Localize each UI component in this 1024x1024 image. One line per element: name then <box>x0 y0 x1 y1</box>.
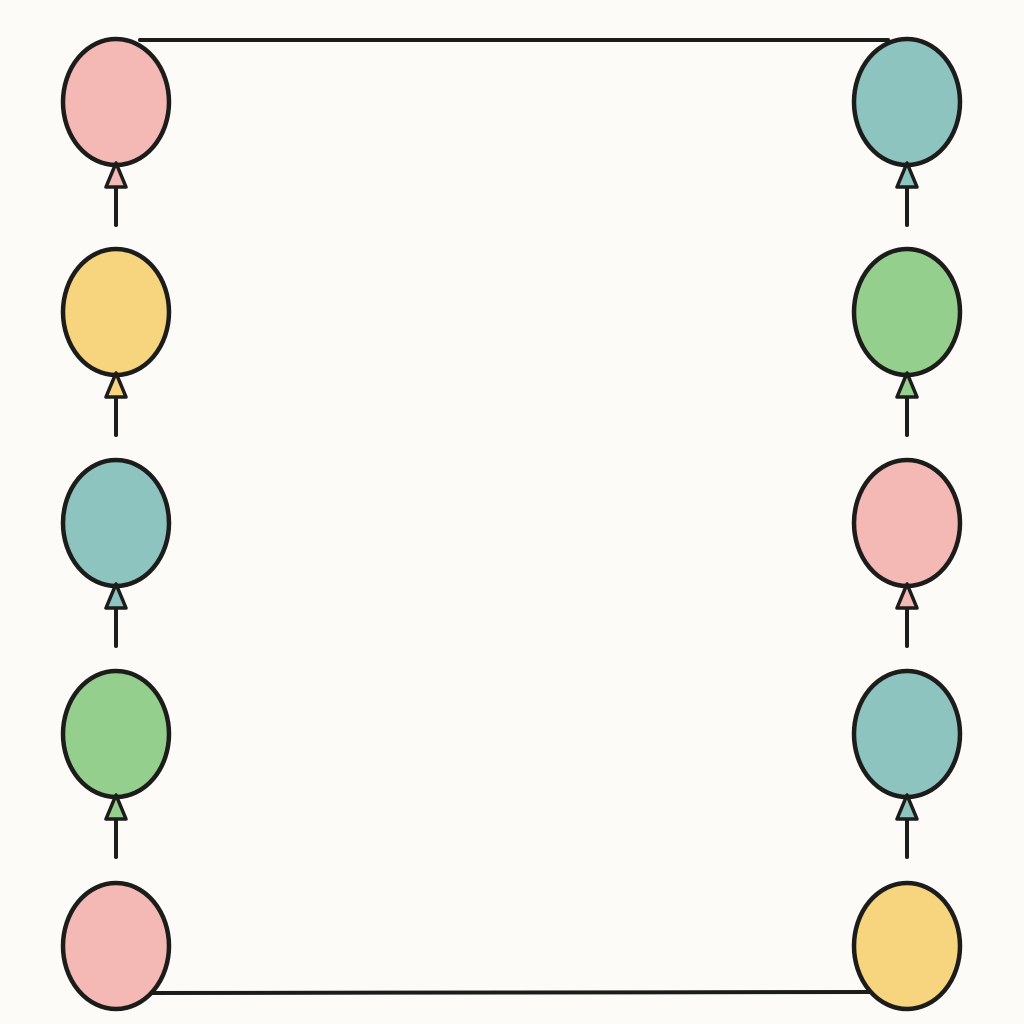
balloon-body <box>60 880 172 1012</box>
frame-lines <box>138 38 890 995</box>
left-balloon-column <box>60 36 172 1012</box>
left-balloon-3-teal <box>60 457 172 648</box>
right-balloon-3-pink <box>851 457 963 648</box>
right-balloon-4-teal <box>851 668 963 859</box>
right-balloon-5-yellow <box>851 880 963 1012</box>
balloon-body <box>851 457 963 589</box>
balloon-body <box>60 246 172 378</box>
balloon-body <box>60 36 172 168</box>
left-balloon-2-yellow <box>60 246 172 437</box>
right-balloon-column <box>851 36 963 1012</box>
right-balloon-2-green <box>851 246 963 437</box>
balloon-body <box>851 668 963 800</box>
balloon-body <box>851 36 963 168</box>
left-balloon-4-green <box>60 668 172 859</box>
balloon-body <box>851 246 963 378</box>
balloon-body <box>60 668 172 800</box>
left-balloon-1-pink <box>60 36 172 227</box>
balloon-body <box>851 880 963 1012</box>
right-balloon-1-teal <box>851 36 963 227</box>
balloon-body <box>60 457 172 589</box>
bottom-frame-line <box>148 990 876 995</box>
left-balloon-5-pink <box>60 880 172 1012</box>
